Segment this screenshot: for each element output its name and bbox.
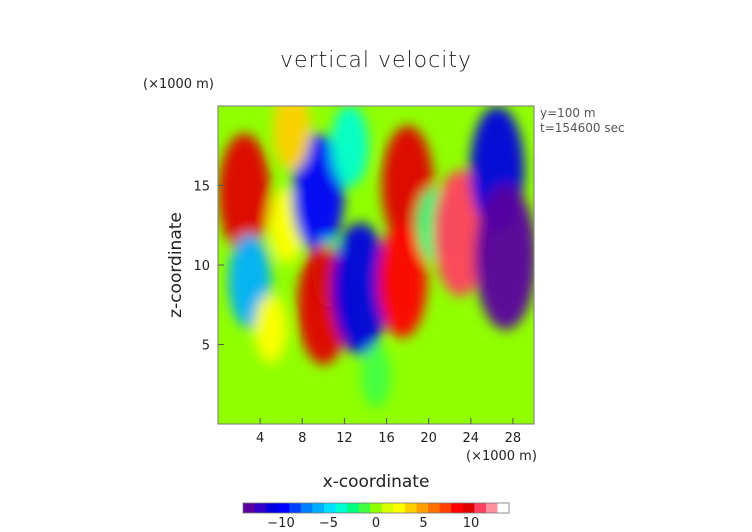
field-feature (377, 224, 428, 338)
x-tick-label: 16 (378, 431, 395, 446)
field-feature (474, 184, 534, 330)
x-tick-label: 12 (336, 431, 353, 446)
field-feature (254, 294, 288, 363)
colorbar-swatch (289, 503, 302, 513)
colorbar-swatch (312, 503, 325, 513)
colorbar-tick-label: −10 (267, 516, 294, 531)
colorbar-swatch (347, 503, 360, 513)
colorbar-tick-label: −5 (319, 516, 338, 531)
y-tick-label: 5 (202, 339, 210, 354)
x-axis-label: x-coordinate (323, 472, 430, 492)
colorbar-tick-label: 5 (419, 516, 427, 531)
colorbar-swatch (439, 503, 452, 513)
annotation-t: t=154600 sec (540, 121, 625, 135)
colorbar-swatch (462, 503, 475, 513)
field-feature (218, 133, 271, 254)
colorbar-swatch (323, 503, 337, 513)
x-tick-label: 24 (463, 431, 480, 446)
field-feature (331, 222, 389, 356)
y-tick-label: 15 (193, 180, 210, 195)
annotation-y: y=100 m (540, 106, 596, 120)
colorbar-swatch (485, 503, 498, 513)
y-axis: 5 10 15 (193, 180, 224, 354)
field-feature (272, 106, 311, 171)
colorbar-swatch (254, 503, 267, 513)
field-feature (330, 106, 369, 187)
y-tick-label: 10 (193, 259, 210, 274)
y-axis-label: z-coordinate (166, 212, 186, 318)
colorbar-swatch (335, 503, 348, 513)
colorbar-swatch (300, 503, 313, 513)
field-feature (360, 345, 392, 408)
x-unit-label: (×1000 m) (466, 449, 537, 464)
colorbar-swatch (416, 503, 429, 513)
colorbar-swatch (358, 503, 371, 513)
colorbar-tick-label: 0 (372, 516, 380, 531)
colorbar: −10 −5 0 5 10 (242, 502, 510, 531)
chart-title: vertical velocity (279, 48, 472, 73)
colorbar-frame (242, 502, 510, 514)
colorbar-swatch (266, 503, 279, 513)
colorbar-swatch (370, 503, 383, 513)
colorbar-swatch (497, 503, 510, 513)
x-tick-label: 8 (298, 431, 306, 446)
colorbar-swatch (393, 503, 406, 513)
colorbar-swatch (277, 503, 290, 513)
colorbar-swatch (243, 503, 256, 513)
plot-area (218, 106, 534, 424)
colorbar-tick-label: 10 (463, 516, 480, 531)
x-tick-label: 4 (256, 431, 264, 446)
x-tick-label: 20 (420, 431, 437, 446)
field-feature (292, 133, 345, 254)
x-axis: 4 8 12 16 20 24 28 (256, 418, 521, 446)
colorbar-swatch (474, 503, 487, 513)
x-tick-label: 28 (505, 431, 522, 446)
colorbar-swatch (381, 503, 394, 513)
y-unit-label: (×1000 m) (143, 77, 214, 92)
colorbar-swatch (428, 503, 441, 513)
colorbar-swatch (404, 503, 417, 513)
colorbar-swatch (451, 503, 464, 513)
